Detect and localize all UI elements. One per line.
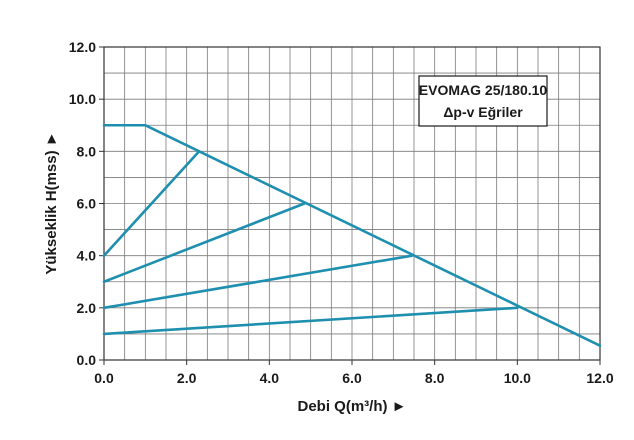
y-tick-label: 0.0 (77, 352, 97, 368)
x-tick-label: 8.0 (425, 370, 445, 386)
x-axis-title: Debi Q(m³/h) ► (297, 398, 406, 415)
series-line-1 (102, 123, 602, 347)
series-line-4 (102, 254, 414, 310)
series-line-3 (102, 202, 306, 284)
y-axis-title: Yükseklik H(mss) ► (43, 131, 60, 274)
y-tick-label: 4.0 (77, 248, 97, 264)
series (102, 123, 602, 347)
y-tick-label: 2.0 (77, 300, 97, 316)
tick-labels: 0.0 2.0 4.0 6.0 8.0 10.0 12.0 0.0 2.0 4.0 6.0 8.0 10… (69, 39, 614, 386)
y-tick-label: 10.0 (69, 91, 96, 107)
grid (104, 47, 600, 360)
y-tick-label: 6.0 (77, 196, 97, 212)
x-tick-label: 6.0 (342, 370, 362, 386)
x-tick-label: 12.0 (586, 370, 613, 386)
x-tick-label: 4.0 (260, 370, 280, 386)
x-tick-label: 0.0 (94, 370, 114, 386)
x-tick-label: 2.0 (177, 370, 197, 386)
series-line-5 (102, 306, 519, 336)
x-tick-label: 10.0 (504, 370, 531, 386)
legend-box: EVOMAG 25/180.10 Δp-v Eğriler (418, 75, 548, 127)
y-tick-label: 8.0 (77, 143, 97, 159)
series-line-2 (102, 150, 201, 257)
chart-subtitle: Δp-v Eğriler (443, 104, 523, 120)
y-tick-label: 12.0 (69, 39, 96, 55)
chart-title: EVOMAG 25/180.10 (419, 82, 548, 98)
